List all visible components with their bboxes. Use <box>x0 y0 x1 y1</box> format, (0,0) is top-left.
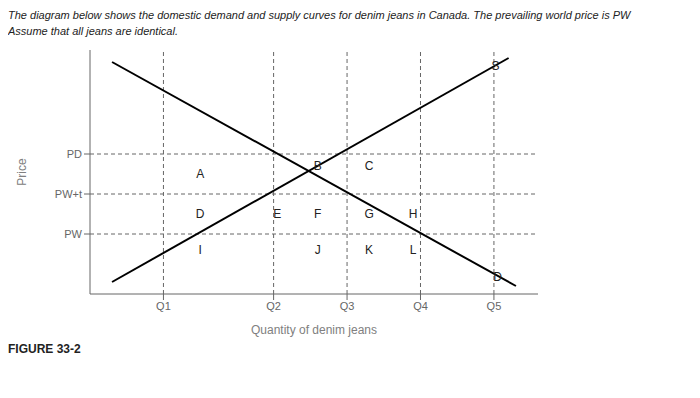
html-text:The diagram below shows the do: The diagram below shows the domestic dem… <box>8 9 631 21</box>
svg-text:K: K <box>365 243 373 257</box>
svg-text:C: C <box>365 159 374 173</box>
html-text:Assume that all jeans are iden: Assume that all jeans are identical. <box>8 25 178 37</box>
svg-text:PW+t: PW+t <box>55 188 82 200</box>
svg-text:B: B <box>314 159 322 173</box>
svg-text:PW: PW <box>64 228 82 240</box>
svg-text:Price: Price <box>15 158 29 186</box>
svg-text:Q2: Q2 <box>266 300 281 312</box>
svg-text:H: H <box>409 207 418 221</box>
svg-text:Q5: Q5 <box>487 300 502 312</box>
svg-text:G: G <box>364 207 373 221</box>
html-text:FIGURE 33-2: FIGURE 33-2 <box>8 342 81 356</box>
svg-text:PD: PD <box>67 148 82 160</box>
svg-text:J: J <box>315 243 321 257</box>
svg-text:D: D <box>493 270 502 284</box>
svg-text:L: L <box>410 243 417 257</box>
svg-text:Q3: Q3 <box>340 300 355 312</box>
svg-text:D: D <box>196 207 205 221</box>
svg-text:Q1: Q1 <box>156 300 171 312</box>
svg-text:Quantity of denim jeans: Quantity of denim jeans <box>251 323 377 337</box>
svg-text:F: F <box>314 207 321 221</box>
svg-text:A: A <box>196 167 204 181</box>
svg-text:Q4: Q4 <box>413 300 428 312</box>
svg-text:E: E <box>273 207 281 221</box>
svg-text:I: I <box>198 243 201 257</box>
svg-text:S: S <box>491 59 499 73</box>
